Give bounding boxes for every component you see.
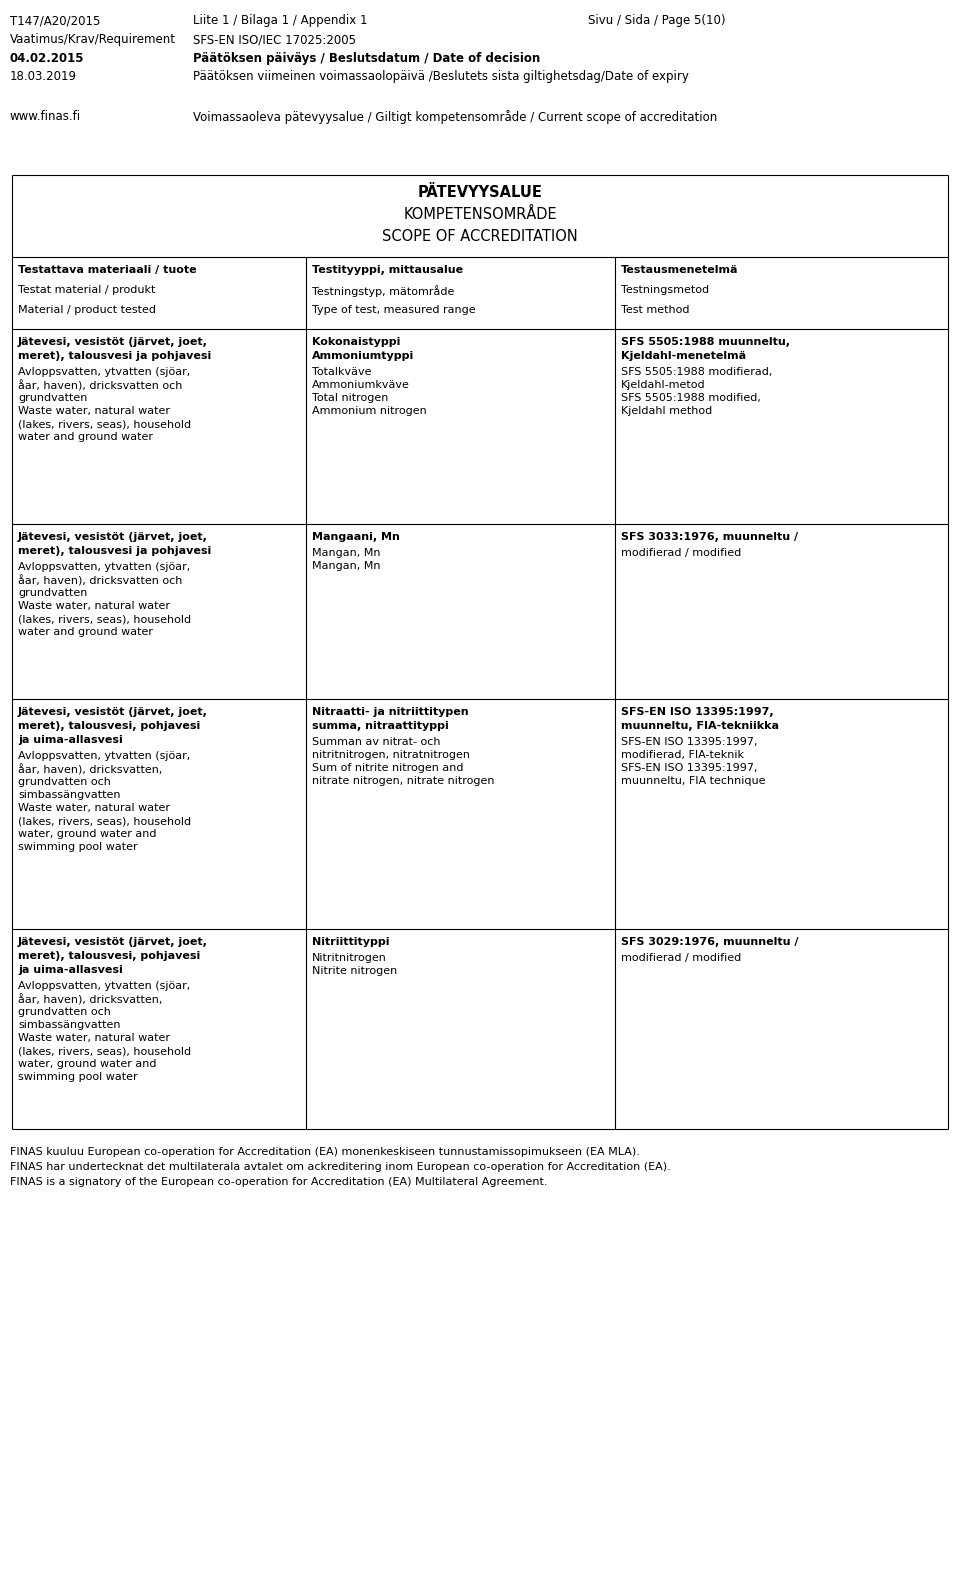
Text: (lakes, rivers, seas), household: (lakes, rivers, seas), household	[18, 614, 191, 624]
Text: Sum of nitrite nitrogen and: Sum of nitrite nitrogen and	[312, 764, 464, 773]
Text: Mangaani, Mn: Mangaani, Mn	[312, 533, 400, 542]
Text: modifierad, FIA-teknik: modifierad, FIA-teknik	[621, 749, 744, 760]
Text: KOMPETENSOMRÅDE: KOMPETENSOMRÅDE	[403, 207, 557, 222]
Text: Testningsmetod: Testningsmetod	[621, 284, 709, 295]
Text: nitritnitrogen, nitratnitrogen: nitritnitrogen, nitratnitrogen	[312, 749, 470, 760]
Text: Kokonaistyppi: Kokonaistyppi	[312, 338, 400, 347]
Text: water, ground water and: water, ground water and	[18, 829, 156, 839]
Text: Type of test, measured range: Type of test, measured range	[312, 305, 475, 316]
Text: Vaatimus/Krav/Requirement: Vaatimus/Krav/Requirement	[10, 33, 176, 46]
Text: SFS-EN ISO/IEC 17025:2005: SFS-EN ISO/IEC 17025:2005	[193, 33, 356, 46]
Text: meret), talousvesi, pohjavesi: meret), talousvesi, pohjavesi	[18, 721, 201, 731]
Text: meret), talousvesi ja pohjavesi: meret), talousvesi ja pohjavesi	[18, 350, 211, 361]
Text: Päätöksen viimeinen voimassaolopäivä /Beslutets sista giltighetsdag/Date of expi: Päätöksen viimeinen voimassaolopäivä /Be…	[193, 71, 689, 83]
Text: Waste water, natural water: Waste water, natural water	[18, 803, 170, 814]
Text: nitrate nitrogen, nitrate nitrogen: nitrate nitrogen, nitrate nitrogen	[312, 776, 494, 786]
Text: Testausmenetelmä: Testausmenetelmä	[621, 265, 738, 275]
Text: Testningstyp, mätområde: Testningstyp, mätområde	[312, 284, 454, 297]
Text: Mangan, Mn: Mangan, Mn	[312, 548, 380, 558]
Text: åar, haven), dricksvatten,: åar, haven), dricksvatten,	[18, 764, 162, 776]
Text: grundvatten: grundvatten	[18, 393, 87, 404]
Text: Waste water, natural water: Waste water, natural water	[18, 602, 170, 611]
Text: Waste water, natural water: Waste water, natural water	[18, 1034, 170, 1043]
Text: Summan av nitrat- och: Summan av nitrat- och	[312, 737, 441, 746]
Text: Ammoniumkväve: Ammoniumkväve	[312, 380, 410, 390]
Text: Kjeldahl-metod: Kjeldahl-metod	[621, 380, 706, 390]
Text: Avloppsvatten, ytvatten (sjöar,: Avloppsvatten, ytvatten (sjöar,	[18, 980, 190, 991]
Text: modifierad / modified: modifierad / modified	[621, 548, 741, 558]
Text: water, ground water and: water, ground water and	[18, 1059, 156, 1068]
Text: Ammonium nitrogen: Ammonium nitrogen	[312, 405, 427, 416]
Text: PÄTEVYYSALUE: PÄTEVYYSALUE	[418, 185, 542, 200]
Text: Avloppsvatten, ytvatten (sjöar,: Avloppsvatten, ytvatten (sjöar,	[18, 562, 190, 572]
Text: Nitraatti- ja nitriittitypen: Nitraatti- ja nitriittitypen	[312, 707, 468, 716]
Text: Jätevesi, vesistöt (järvet, joet,: Jätevesi, vesistöt (järvet, joet,	[18, 707, 208, 716]
Text: Avloppsvatten, ytvatten (sjöar,: Avloppsvatten, ytvatten (sjöar,	[18, 368, 190, 377]
Text: SCOPE OF ACCREDITATION: SCOPE OF ACCREDITATION	[382, 229, 578, 244]
Text: Avloppsvatten, ytvatten (sjöar,: Avloppsvatten, ytvatten (sjöar,	[18, 751, 190, 760]
Text: modifierad / modified: modifierad / modified	[621, 954, 741, 963]
Text: Nitritnitrogen: Nitritnitrogen	[312, 954, 387, 963]
Text: simbassängvatten: simbassängvatten	[18, 790, 121, 800]
Text: swimming pool water: swimming pool water	[18, 842, 137, 851]
Text: meret), talousvesi, pohjavesi: meret), talousvesi, pohjavesi	[18, 950, 201, 961]
Text: SFS 3029:1976, muunneltu /: SFS 3029:1976, muunneltu /	[621, 936, 799, 947]
Text: SFS 3033:1976, muunneltu /: SFS 3033:1976, muunneltu /	[621, 533, 798, 542]
Text: meret), talousvesi ja pohjavesi: meret), talousvesi ja pohjavesi	[18, 547, 211, 556]
Text: Voimassaoleva pätevyysalue / Giltigt kompetensområde / Current scope of accredit: Voimassaoleva pätevyysalue / Giltigt kom…	[193, 110, 717, 124]
Text: Jätevesi, vesistöt (järvet, joet,: Jätevesi, vesistöt (järvet, joet,	[18, 533, 208, 542]
Text: 18.03.2019: 18.03.2019	[10, 71, 77, 83]
Text: (lakes, rivers, seas), household: (lakes, rivers, seas), household	[18, 419, 191, 429]
Text: grundvatten och: grundvatten och	[18, 1007, 110, 1016]
Text: FINAS kuuluu European co-operation for Accreditation (EA) monenkeskiseen tunnust: FINAS kuuluu European co-operation for A…	[10, 1147, 640, 1156]
Text: (lakes, rivers, seas), household: (lakes, rivers, seas), household	[18, 815, 191, 826]
Text: Testattava materiaali / tuote: Testattava materiaali / tuote	[18, 265, 197, 275]
Text: muunneltu, FIA-tekniikka: muunneltu, FIA-tekniikka	[621, 721, 779, 731]
Text: SFS-EN ISO 13395:1997,: SFS-EN ISO 13395:1997,	[621, 737, 757, 746]
Text: 04.02.2015: 04.02.2015	[10, 52, 84, 64]
Text: grundvatten och: grundvatten och	[18, 778, 110, 787]
Text: FINAS is a signatory of the European co-operation for Accreditation (EA) Multila: FINAS is a signatory of the European co-…	[10, 1177, 547, 1188]
Text: Total nitrogen: Total nitrogen	[312, 393, 389, 404]
Text: T147/A20/2015: T147/A20/2015	[10, 14, 101, 27]
Text: ja uima-allasvesi: ja uima-allasvesi	[18, 735, 123, 745]
Text: Jätevesi, vesistöt (järvet, joet,: Jätevesi, vesistöt (järvet, joet,	[18, 936, 208, 947]
Text: Test method: Test method	[621, 305, 689, 316]
Text: Liite 1 / Bilaga 1 / Appendix 1: Liite 1 / Bilaga 1 / Appendix 1	[193, 14, 368, 27]
Text: Päätöksen päiväys / Beslutsdatum / Date of decision: Päätöksen päiväys / Beslutsdatum / Date …	[193, 52, 540, 64]
Text: Nitriittityppi: Nitriittityppi	[312, 936, 390, 947]
Text: Nitrite nitrogen: Nitrite nitrogen	[312, 966, 397, 976]
Text: Totalkväve: Totalkväve	[312, 368, 372, 377]
Text: åar, haven), dricksvatten och: åar, haven), dricksvatten och	[18, 575, 182, 586]
Text: water and ground water: water and ground water	[18, 432, 153, 441]
Text: swimming pool water: swimming pool water	[18, 1071, 137, 1082]
Text: åar, haven), dricksvatten,: åar, haven), dricksvatten,	[18, 994, 162, 1005]
Text: åar, haven), dricksvatten och: åar, haven), dricksvatten och	[18, 380, 182, 391]
Text: Mangan, Mn: Mangan, Mn	[312, 561, 380, 570]
Text: Kjeldahl method: Kjeldahl method	[621, 405, 712, 416]
Text: simbassängvatten: simbassängvatten	[18, 1020, 121, 1031]
Text: SFS 5505:1988 modifierad,: SFS 5505:1988 modifierad,	[621, 368, 773, 377]
Text: Sivu / Sida / Page 5(10): Sivu / Sida / Page 5(10)	[588, 14, 726, 27]
Text: Testat material / produkt: Testat material / produkt	[18, 284, 156, 295]
Text: grundvatten: grundvatten	[18, 588, 87, 599]
Text: SFS-EN ISO 13395:1997,: SFS-EN ISO 13395:1997,	[621, 764, 757, 773]
Text: Jätevesi, vesistöt (järvet, joet,: Jätevesi, vesistöt (järvet, joet,	[18, 338, 208, 347]
Text: Ammoniumtyppi: Ammoniumtyppi	[312, 350, 415, 361]
Text: Material / product tested: Material / product tested	[18, 305, 156, 316]
Text: Kjeldahl-menetelmä: Kjeldahl-menetelmä	[621, 350, 746, 361]
Text: SFS-EN ISO 13395:1997,: SFS-EN ISO 13395:1997,	[621, 707, 774, 716]
Text: (lakes, rivers, seas), household: (lakes, rivers, seas), household	[18, 1046, 191, 1056]
Text: muunneltu, FIA technique: muunneltu, FIA technique	[621, 776, 765, 786]
Text: SFS 5505:1988 muunneltu,: SFS 5505:1988 muunneltu,	[621, 338, 790, 347]
Text: summa, nitraattityppi: summa, nitraattityppi	[312, 721, 448, 731]
Text: water and ground water: water and ground water	[18, 627, 153, 636]
Text: Waste water, natural water: Waste water, natural water	[18, 405, 170, 416]
Text: Testityyppi, mittausalue: Testityyppi, mittausalue	[312, 265, 463, 275]
Text: www.finas.fi: www.finas.fi	[10, 110, 82, 123]
Text: FINAS har undertecknat det multilaterala avtalet om ackreditering inom European : FINAS har undertecknat det multilaterala…	[10, 1163, 671, 1172]
Text: SFS 5505:1988 modified,: SFS 5505:1988 modified,	[621, 393, 761, 404]
Text: ja uima-allasvesi: ja uima-allasvesi	[18, 965, 123, 976]
